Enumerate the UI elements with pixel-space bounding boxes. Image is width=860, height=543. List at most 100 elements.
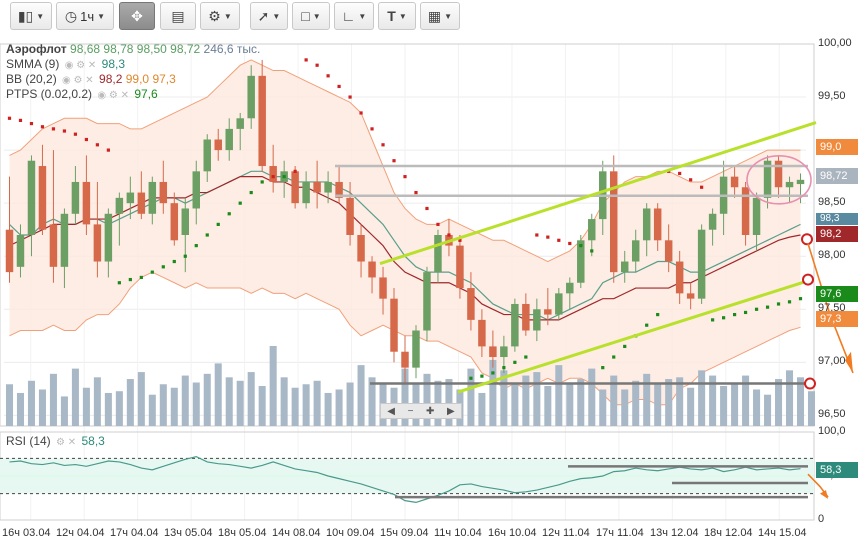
ptps-dot (798, 297, 803, 301)
volume-bar (742, 375, 750, 426)
volume-bar (203, 373, 211, 426)
crosshair-button[interactable]: ✥ (119, 2, 155, 30)
candle-body (60, 213, 69, 267)
ptps-dot (568, 241, 572, 246)
ptps-dot (337, 84, 341, 89)
indicators-icon: ⚙ (208, 8, 221, 24)
chevron-down-icon: ▼ (272, 11, 281, 21)
candle-body (500, 346, 508, 358)
shape-tool-button[interactable]: □ ▼ (292, 2, 330, 30)
time-tick-label: 12ч 04.04 (56, 527, 105, 539)
price-chart[interactable] (0, 34, 860, 543)
candle-body (203, 139, 211, 172)
ptps-dot (271, 175, 275, 179)
rsi-legend-value: 58,3 (81, 434, 105, 448)
ptps-dot (700, 185, 704, 189)
low-value: 98,50 (136, 42, 167, 56)
candle-body (258, 75, 266, 167)
volume-bar (522, 375, 530, 426)
ptps-dot (194, 244, 198, 248)
ptps-dot (40, 125, 45, 129)
volume-bar (698, 370, 706, 426)
ptps-dot (612, 355, 616, 359)
image-tool-button[interactable]: ▦ ▼ (420, 2, 460, 30)
chart-frame-button[interactable]: ▤ (160, 2, 196, 30)
candle-body (566, 282, 574, 294)
volume-bar (357, 365, 365, 426)
volume-bar (632, 380, 640, 426)
candle-body (555, 293, 563, 315)
ptps-dot (29, 121, 34, 126)
ptps-dot (590, 249, 594, 253)
ptps-dot (150, 270, 154, 274)
trend-channel-lower (457, 278, 813, 394)
volume-bar (82, 387, 90, 426)
volume-bar (731, 384, 739, 426)
rsi-tick-label: 0 (818, 513, 825, 525)
ptps-dot (754, 307, 759, 311)
candle-body (379, 277, 387, 299)
minus-icon[interactable]: − (407, 405, 414, 417)
settings-icons[interactable]: ◉ ⚙ ✕ (64, 60, 97, 71)
candle-body (796, 179, 805, 185)
volume-bar (313, 380, 321, 426)
volume-bar (291, 387, 299, 426)
candle-body (324, 181, 332, 193)
volume-bar (423, 373, 431, 426)
volume-bar (687, 387, 695, 426)
ptps-dot (711, 318, 715, 322)
candle-body (664, 240, 673, 262)
volume-bar (280, 377, 288, 426)
chevron-down-icon: ▼ (36, 11, 45, 21)
volume-bar (654, 382, 662, 426)
settings-icons[interactable]: ⚙ ✕ (56, 437, 77, 448)
candle-body (401, 351, 409, 368)
volume-bar (478, 392, 486, 426)
volume-bar (665, 379, 673, 426)
volume-bar (555, 365, 563, 426)
ptps-dot (513, 360, 517, 364)
rectangle-icon: □ (301, 8, 310, 24)
line-tool-button[interactable]: ➚ ▼ (250, 2, 288, 30)
candle-body (763, 160, 772, 198)
ptps-dot (172, 259, 176, 264)
volume-bar (192, 382, 200, 426)
ptps-dot (491, 371, 495, 375)
candle-body (104, 213, 113, 262)
legend-smma: SMMA (9) ◉ ⚙ ✕ 98,3 (6, 57, 125, 73)
arrow-left-icon[interactable]: ◀ (387, 405, 395, 417)
volume-bar (225, 377, 233, 426)
chart-navigator: ◀ − ✚ ▶ (380, 403, 462, 419)
ptps-dot (524, 355, 528, 359)
rsi-tick-label: 100,0 (818, 425, 846, 437)
ptps-dot (546, 235, 550, 239)
instrument-name: Аэрофлот (6, 42, 67, 56)
volume-bar (511, 382, 519, 426)
smma-aux-tag: 98,3 (816, 213, 858, 225)
candle-body (27, 160, 36, 235)
settings-icons[interactable]: ◉ ⚙ ✕ (97, 90, 130, 101)
settings-icons[interactable]: ◉ ⚙ ✕ (62, 75, 94, 86)
fibonacci-tool-button[interactable]: ∟ ▼ (334, 2, 374, 30)
chart-type-button[interactable]: ▮▯ ▼ (10, 2, 52, 30)
interval-button[interactable]: ◷ 1ч ▼ (56, 2, 114, 30)
candle-body (346, 197, 354, 235)
candle-body (577, 240, 585, 283)
volume-bar (533, 372, 541, 426)
candle-body (335, 181, 343, 198)
ptps-dot (315, 63, 319, 67)
ptps-dot (579, 244, 583, 248)
text-tool-button[interactable]: T ▼ (378, 2, 416, 30)
toolbar: ▮▯ ▼ ◷ 1ч ▼ ✥ ▤ ⚙ ▼ ➚ ▼ □ ▼ ∟ ▼ T ▼ ▦ ▼ (0, 0, 860, 34)
plus-icon[interactable]: ✚ (425, 405, 435, 417)
candle-body (93, 224, 102, 262)
indicators-button[interactable]: ⚙ ▼ (200, 2, 240, 30)
ptps-dot (293, 169, 297, 173)
bb-up-tag: 99,0 (816, 139, 858, 155)
time-tick-label: 16ч 10.04 (488, 527, 537, 539)
ptps-dot (743, 310, 748, 315)
arrow-right-icon[interactable]: ▶ (446, 405, 455, 417)
chevron-down-icon: ▼ (312, 11, 321, 21)
text-tool-label: T (387, 8, 396, 24)
volume-bar (544, 386, 552, 426)
